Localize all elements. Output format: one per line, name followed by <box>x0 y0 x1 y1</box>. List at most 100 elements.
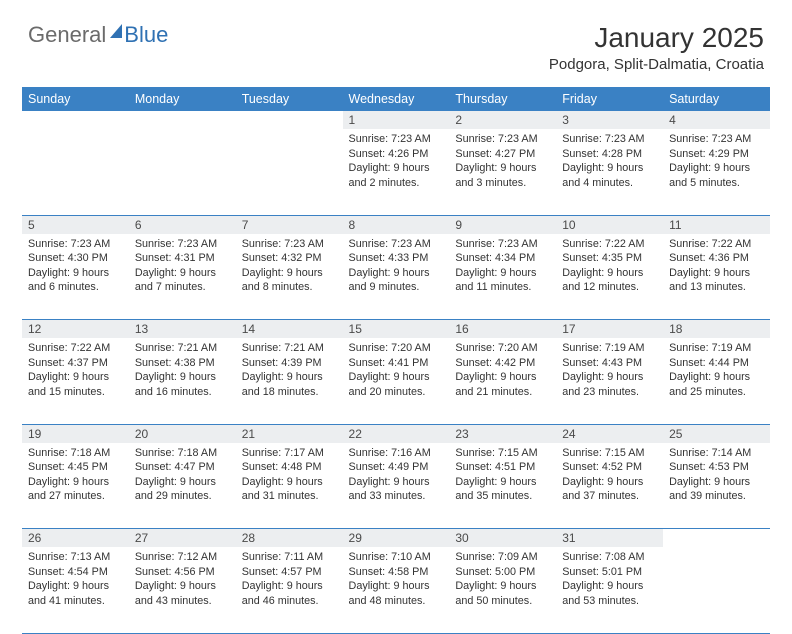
sunset-line: Sunset: 4:54 PM <box>28 565 123 580</box>
sunset-line: Sunset: 4:56 PM <box>135 565 230 580</box>
daylight-line-1: Daylight: 9 hours <box>242 579 337 594</box>
daylight-line-1: Daylight: 9 hours <box>562 266 657 281</box>
sunrise-line: Sunrise: 7:23 AM <box>28 237 123 252</box>
sunrise-line: Sunrise: 7:13 AM <box>28 550 123 565</box>
sunrise-line: Sunrise: 7:08 AM <box>562 550 657 565</box>
sunset-line: Sunset: 4:35 PM <box>562 251 657 266</box>
sunset-line: Sunset: 4:30 PM <box>28 251 123 266</box>
daylight-line-1: Daylight: 9 hours <box>562 370 657 385</box>
weekday-header: Saturday <box>663 87 770 111</box>
daylight-line-2: and 39 minutes. <box>669 489 764 504</box>
sunset-line: Sunset: 4:44 PM <box>669 356 764 371</box>
sunset-line: Sunset: 5:00 PM <box>455 565 550 580</box>
day-cell: Sunrise: 7:15 AMSunset: 4:52 PMDaylight:… <box>556 443 663 529</box>
day-number-cell: 11 <box>663 215 770 234</box>
day-number-cell: 12 <box>22 320 129 339</box>
day-cell: Sunrise: 7:15 AMSunset: 4:51 PMDaylight:… <box>449 443 556 529</box>
daylight-line-2: and 46 minutes. <box>242 594 337 609</box>
sunset-line: Sunset: 4:48 PM <box>242 460 337 475</box>
sunset-line: Sunset: 4:57 PM <box>242 565 337 580</box>
calendar-table: Sunday Monday Tuesday Wednesday Thursday… <box>22 87 770 634</box>
weekday-header-row: Sunday Monday Tuesday Wednesday Thursday… <box>22 87 770 111</box>
sunset-line: Sunset: 4:34 PM <box>455 251 550 266</box>
sunrise-line: Sunrise: 7:14 AM <box>669 446 764 461</box>
daylight-line-2: and 20 minutes. <box>349 385 444 400</box>
sunset-line: Sunset: 4:29 PM <box>669 147 764 162</box>
day-number: 14 <box>242 322 255 336</box>
location-label: Podgora, Split-Dalmatia, Croatia <box>549 56 764 73</box>
day-cell: Sunrise: 7:09 AMSunset: 5:00 PMDaylight:… <box>449 547 556 633</box>
day-cell: Sunrise: 7:10 AMSunset: 4:58 PMDaylight:… <box>343 547 450 633</box>
day-cell: Sunrise: 7:23 AMSunset: 4:34 PMDaylight:… <box>449 234 556 320</box>
day-number-cell: 5 <box>22 215 129 234</box>
daylight-line-2: and 2 minutes. <box>349 176 444 191</box>
day-number-cell: 31 <box>556 529 663 548</box>
sunrise-line: Sunrise: 7:09 AM <box>455 550 550 565</box>
day-cell: Sunrise: 7:20 AMSunset: 4:41 PMDaylight:… <box>343 338 450 424</box>
day-number-cell: 3 <box>556 111 663 129</box>
daylight-line-1: Daylight: 9 hours <box>28 475 123 490</box>
day-number: 8 <box>349 218 356 232</box>
day-number: 15 <box>349 322 362 336</box>
daylight-line-2: and 3 minutes. <box>455 176 550 191</box>
daylight-line-1: Daylight: 9 hours <box>135 370 230 385</box>
day-number-cell: 4 <box>663 111 770 129</box>
daylight-line-1: Daylight: 9 hours <box>455 579 550 594</box>
daylight-line-2: and 37 minutes. <box>562 489 657 504</box>
day-number-cell: 15 <box>343 320 450 339</box>
daylight-line-1: Daylight: 9 hours <box>349 161 444 176</box>
day-cell: Sunrise: 7:22 AMSunset: 4:37 PMDaylight:… <box>22 338 129 424</box>
day-number-cell <box>663 529 770 548</box>
day-number-cell: 22 <box>343 424 450 443</box>
sunrise-line: Sunrise: 7:16 AM <box>349 446 444 461</box>
day-number-cell: 18 <box>663 320 770 339</box>
day-number: 7 <box>242 218 249 232</box>
day-number-cell: 27 <box>129 529 236 548</box>
daylight-line-1: Daylight: 9 hours <box>669 266 764 281</box>
day-cell: Sunrise: 7:08 AMSunset: 5:01 PMDaylight:… <box>556 547 663 633</box>
sunrise-line: Sunrise: 7:19 AM <box>669 341 764 356</box>
day-number: 1 <box>349 113 356 127</box>
day-number: 26 <box>28 531 41 545</box>
daylight-line-1: Daylight: 9 hours <box>349 370 444 385</box>
sunset-line: Sunset: 4:33 PM <box>349 251 444 266</box>
sunrise-line: Sunrise: 7:12 AM <box>135 550 230 565</box>
sunrise-line: Sunrise: 7:23 AM <box>455 132 550 147</box>
week-row: Sunrise: 7:18 AMSunset: 4:45 PMDaylight:… <box>22 443 770 529</box>
sunrise-line: Sunrise: 7:23 AM <box>669 132 764 147</box>
day-number-cell <box>236 111 343 129</box>
day-cell: Sunrise: 7:22 AMSunset: 4:36 PMDaylight:… <box>663 234 770 320</box>
day-cell <box>236 129 343 215</box>
daylight-line-1: Daylight: 9 hours <box>669 370 764 385</box>
day-number: 4 <box>669 113 676 127</box>
daylight-line-1: Daylight: 9 hours <box>28 266 123 281</box>
day-cell: Sunrise: 7:19 AMSunset: 4:44 PMDaylight:… <box>663 338 770 424</box>
sunrise-line: Sunrise: 7:23 AM <box>349 237 444 252</box>
sunrise-line: Sunrise: 7:23 AM <box>242 237 337 252</box>
sunrise-line: Sunrise: 7:11 AM <box>242 550 337 565</box>
sunrise-line: Sunrise: 7:17 AM <box>242 446 337 461</box>
day-number-cell: 21 <box>236 424 343 443</box>
day-number: 27 <box>135 531 148 545</box>
logo-text-general: General <box>28 22 106 48</box>
day-number: 5 <box>28 218 35 232</box>
day-number-cell: 20 <box>129 424 236 443</box>
day-number-cell: 30 <box>449 529 556 548</box>
daylight-line-2: and 43 minutes. <box>135 594 230 609</box>
day-cell: Sunrise: 7:19 AMSunset: 4:43 PMDaylight:… <box>556 338 663 424</box>
day-cell: Sunrise: 7:11 AMSunset: 4:57 PMDaylight:… <box>236 547 343 633</box>
day-number-cell: 24 <box>556 424 663 443</box>
daylight-line-1: Daylight: 9 hours <box>135 266 230 281</box>
sunset-line: Sunset: 4:32 PM <box>242 251 337 266</box>
day-number-cell: 2 <box>449 111 556 129</box>
day-number: 20 <box>135 427 148 441</box>
day-number: 16 <box>455 322 468 336</box>
day-number: 12 <box>28 322 41 336</box>
day-cell: Sunrise: 7:23 AMSunset: 4:28 PMDaylight:… <box>556 129 663 215</box>
daynum-row: 12 13 14 15 16 17 18 <box>22 320 770 339</box>
day-number-cell: 13 <box>129 320 236 339</box>
sunrise-line: Sunrise: 7:15 AM <box>562 446 657 461</box>
day-number: 17 <box>562 322 575 336</box>
daylight-line-1: Daylight: 9 hours <box>28 370 123 385</box>
day-number-cell: 16 <box>449 320 556 339</box>
